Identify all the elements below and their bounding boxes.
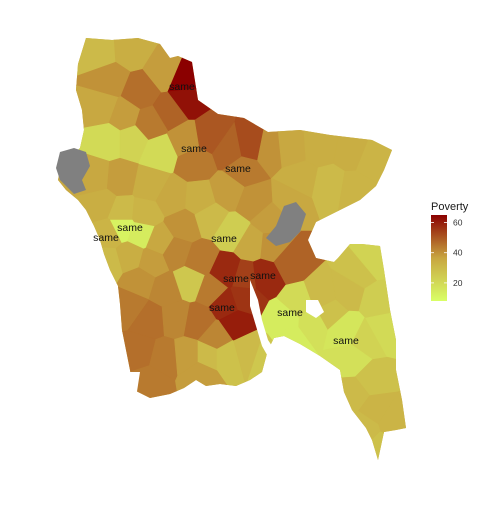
region-label-dhaka-south-1: same [223,273,249,285]
region-label-north-central: same [181,143,207,155]
region-label-barisal: same [209,302,235,314]
district-region [247,410,381,460]
missing-data-district [56,148,90,194]
legend: Poverty 60 40 20 [431,201,469,301]
missing-data-district [266,202,306,246]
region-label-dhaka-south-2: same [250,270,276,282]
legend-ticks: 60 40 20 [431,218,463,288]
legend-tick-label: 40 [453,248,463,258]
region-label-dhaka-central: same [211,233,237,245]
district-region [167,38,308,93]
region-label-mymensingh: same [225,163,251,175]
river-channel [250,280,276,360]
legend-title: Poverty [431,201,469,213]
district-region [58,241,124,344]
river-channel [128,372,140,398]
legend-tick-label: 60 [453,218,463,228]
district-region [284,376,371,434]
region-label-chittagong-coast-2: same [333,335,359,347]
region-label-west-1: same [117,222,143,234]
region-label-north-tip: same [169,81,195,93]
district-region [311,163,346,235]
river-channel [306,300,324,318]
region-label-chittagong-coast-1: same [277,307,303,319]
legend-tick-label: 20 [453,278,463,288]
region-label-west-2: same [93,232,119,244]
district-region [58,365,196,460]
district-region [175,361,261,460]
legend-colorbar [431,215,447,301]
district-region [307,431,406,460]
district-region [355,38,406,212]
